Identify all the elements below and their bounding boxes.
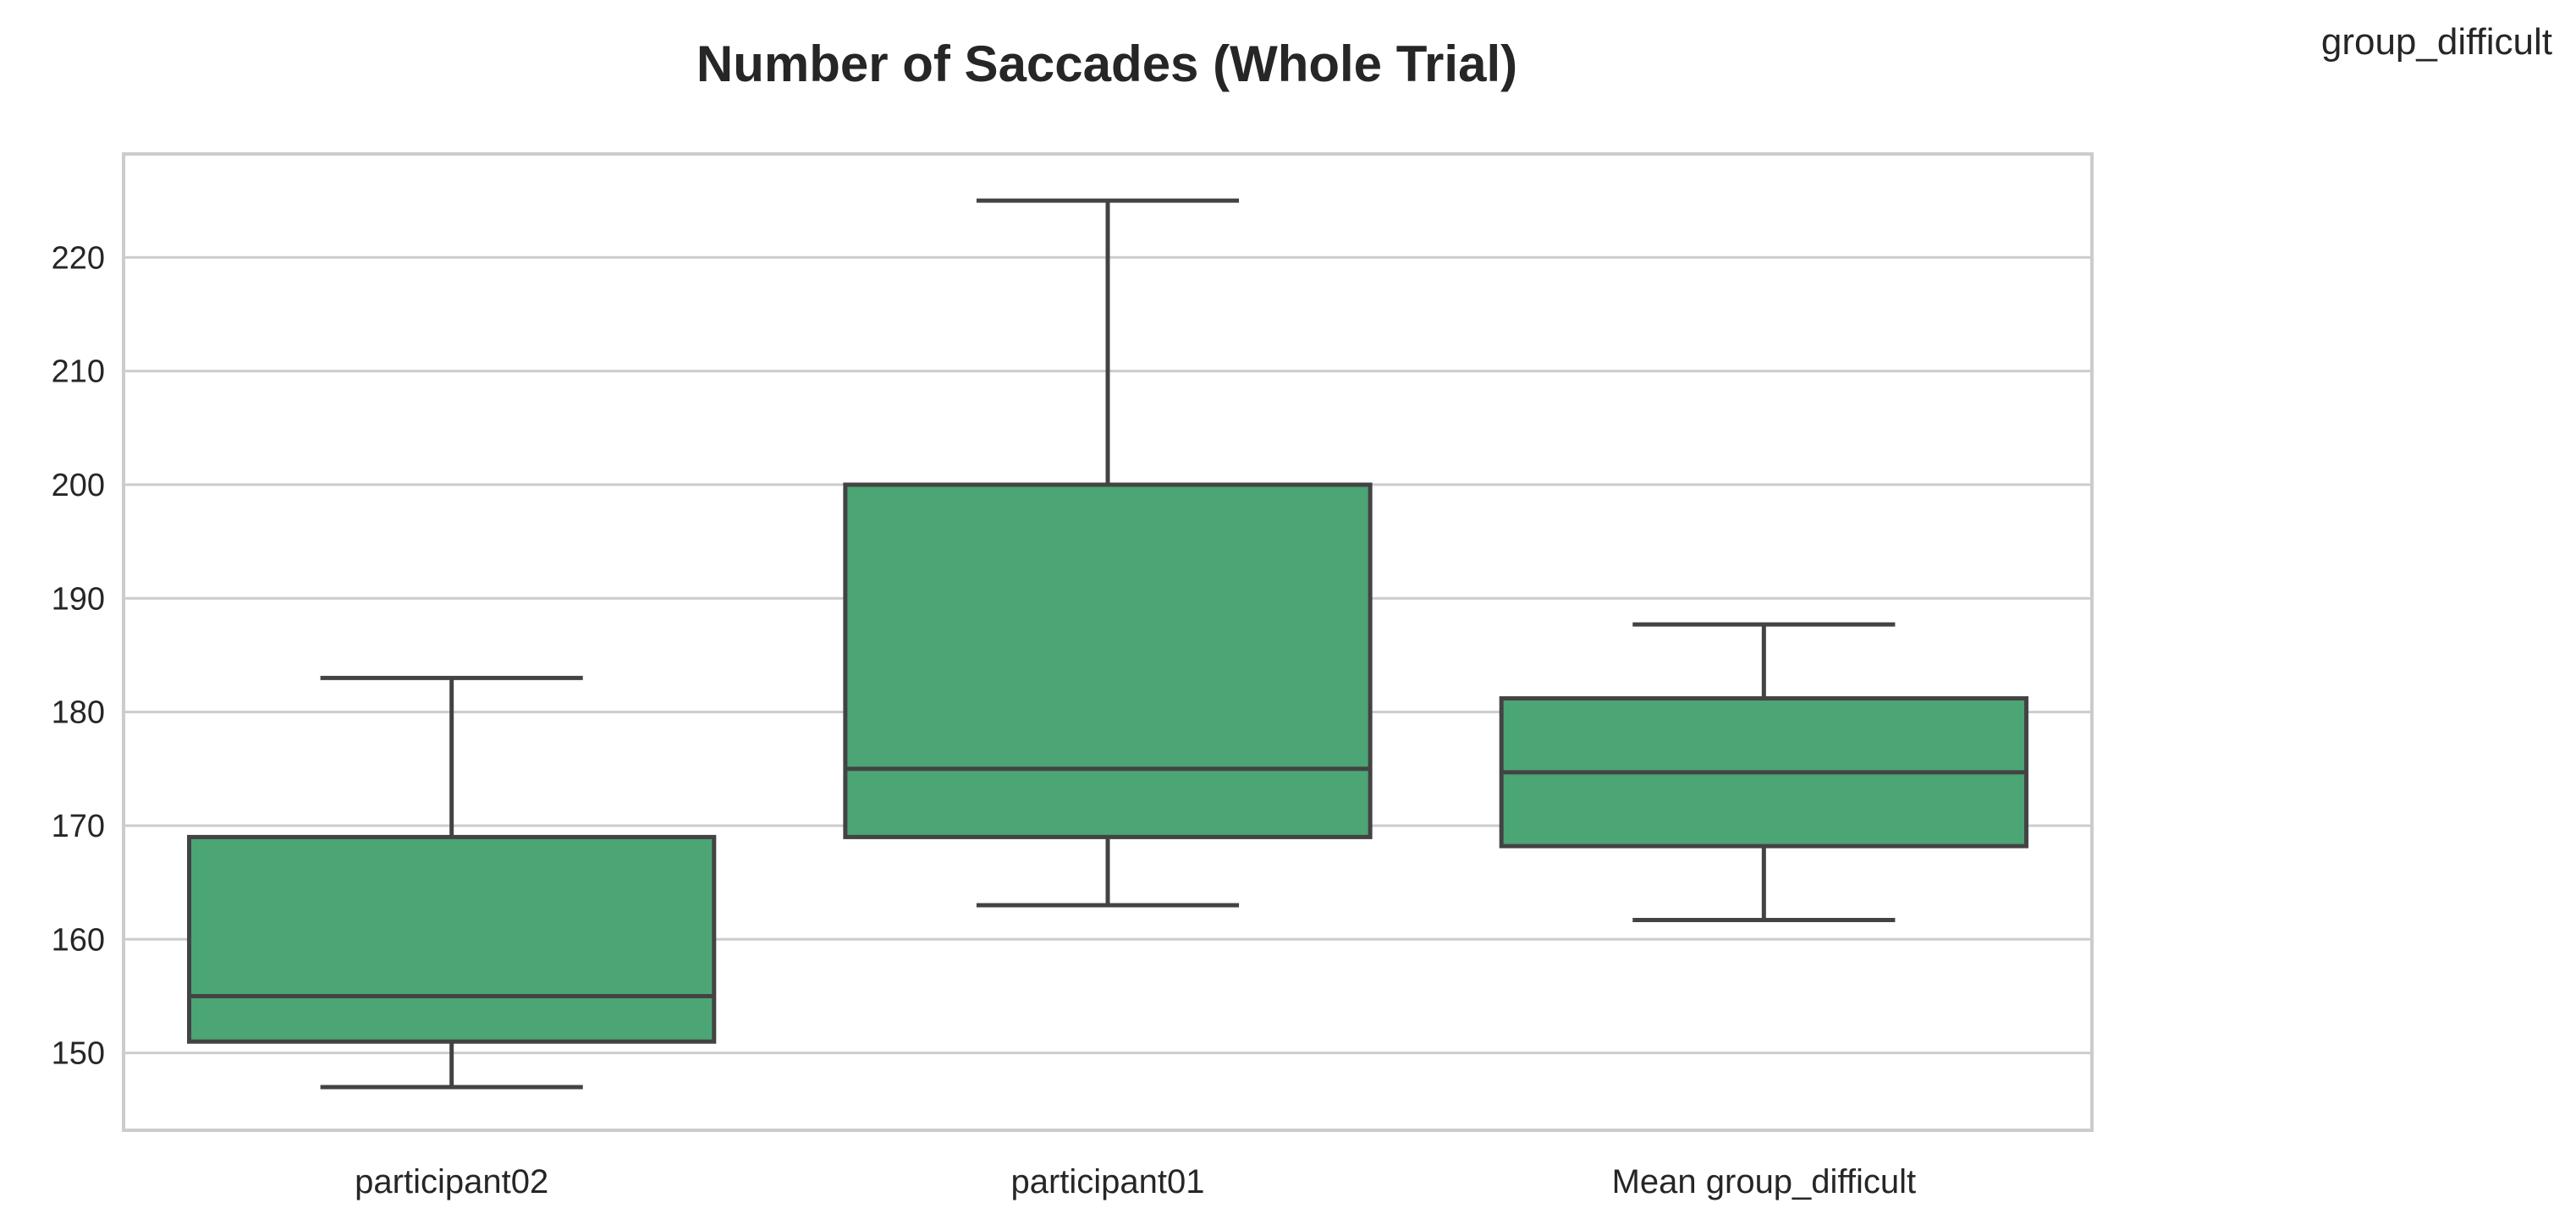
chart-title: Number of Saccades (Whole Trial) bbox=[696, 36, 1517, 92]
category-label: participant01 bbox=[1010, 1163, 1204, 1200]
y-tick-label: 220 bbox=[52, 240, 105, 276]
category-label: Mean group_difficult bbox=[1612, 1163, 1917, 1200]
y-tick-label: 170 bbox=[52, 809, 105, 844]
corner-label: group_difficult bbox=[2321, 21, 2552, 63]
category-label: participant02 bbox=[355, 1163, 548, 1200]
iqr-box bbox=[187, 834, 717, 1044]
y-tick-label: 210 bbox=[52, 354, 105, 390]
y-tick-label: 200 bbox=[52, 468, 105, 503]
box-group bbox=[187, 675, 717, 1090]
box-group bbox=[843, 198, 1373, 908]
y-tick-labels: 150 160 170 180 190 200 210 220 bbox=[52, 240, 105, 1071]
y-tick-label: 160 bbox=[52, 922, 105, 958]
plot-frame bbox=[122, 152, 2094, 1132]
y-tick-label: 150 bbox=[52, 1036, 105, 1072]
y-tick-label: 180 bbox=[52, 695, 105, 731]
y-tick-label: 190 bbox=[52, 581, 105, 617]
boxes-layer bbox=[187, 198, 2028, 1090]
box-group bbox=[1499, 622, 2028, 922]
category-labels: participant02 participant01 Mean group_dif… bbox=[355, 1163, 1916, 1200]
iqr-box bbox=[843, 482, 1373, 839]
